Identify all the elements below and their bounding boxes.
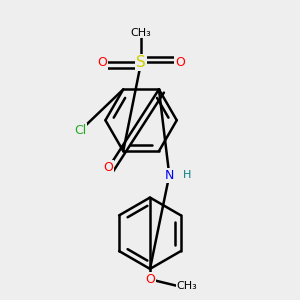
Text: CH₃: CH₃ — [131, 28, 152, 38]
Text: H: H — [183, 170, 191, 180]
Text: Cl: Cl — [74, 124, 86, 137]
Text: O: O — [98, 56, 107, 69]
Text: O: O — [103, 161, 113, 174]
Text: O: O — [175, 56, 185, 69]
Text: S: S — [136, 55, 146, 70]
Text: N: N — [165, 169, 174, 182]
Text: CH₃: CH₃ — [177, 281, 197, 291]
Text: O: O — [145, 273, 155, 286]
